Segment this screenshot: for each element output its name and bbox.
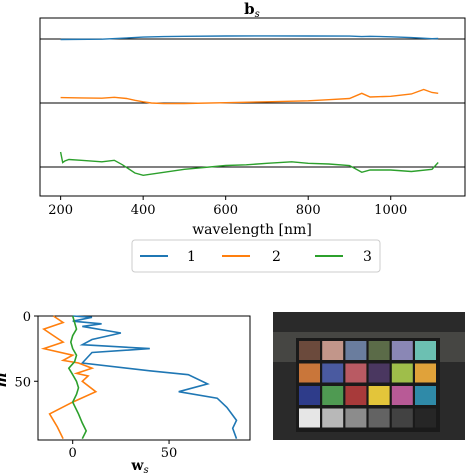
checker-patch (368, 386, 390, 405)
checker-patch (345, 408, 367, 428)
checker-patch (391, 363, 413, 383)
checker-patch (415, 386, 436, 405)
w-x-tick-label-50: 50 (161, 446, 178, 461)
spectrum-line-2 (60, 88, 439, 105)
spectra-title: bs (244, 0, 260, 20)
weights-series (40, 315, 238, 440)
checker-patches (299, 341, 436, 428)
checker-patch (368, 341, 390, 360)
spectra-series (59, 35, 439, 177)
checker-patch (322, 408, 344, 428)
spectra-x-ticks: 200 400 600 800 1000 (48, 196, 407, 218)
spectrum-line-1 (60, 35, 439, 41)
spectra-legend: 1 2 3 (131, 239, 381, 273)
spectrum-line-3 (59, 151, 439, 177)
x-tick-label-400: 400 (131, 203, 156, 218)
x-tick-label-1000: 1000 (374, 203, 407, 218)
weight-line-1 (72, 315, 238, 439)
checker-patch (299, 363, 320, 383)
checker-patch (299, 386, 320, 405)
x-tick-label-800: 800 (296, 203, 321, 218)
checker-patch (345, 363, 367, 383)
spectra-baselines (40, 38, 465, 168)
weight-line-3 (67, 315, 88, 440)
checker-patch (368, 408, 390, 428)
x-tick-label-600: 600 (213, 203, 238, 218)
w-y-tick-label-0: 0 (23, 310, 31, 325)
checker-patch (391, 341, 413, 360)
weight-line-2 (40, 315, 98, 440)
w-x-tick-label-0: 0 (69, 446, 77, 461)
checker-patch (322, 341, 344, 360)
weights-chart: 0 50 0 50 ws m (0, 310, 251, 476)
x-tick-label-200: 200 (48, 203, 73, 218)
spectra-x-axis-label: wavelength [nm] (192, 222, 312, 238)
legend-label-2: 2 (272, 249, 281, 265)
checker-patch (345, 341, 367, 360)
weights-x-axis-label: ws (130, 458, 148, 476)
weights-ticks: 0 50 0 50 (14, 310, 177, 461)
checker-patch (391, 386, 413, 405)
checker-patch (368, 363, 390, 383)
checker-patch (299, 408, 320, 428)
legend-box (131, 239, 381, 273)
checker-patch (415, 363, 436, 383)
spectra-plot-frame (39, 17, 466, 197)
spectra-chart: 200 400 600 800 1000 bs wavelength [nm] (39, 0, 466, 238)
weights-y-axis-label: m (0, 373, 10, 388)
legend-label-1: 1 (187, 249, 196, 265)
checker-patch (322, 386, 344, 405)
checker-patch (322, 363, 344, 383)
color-checker-photo (273, 312, 465, 440)
checker-patch (345, 386, 367, 405)
checker-patch (415, 341, 436, 360)
checker-patch (415, 408, 436, 428)
legend-label-3: 3 (363, 249, 372, 265)
w-y-tick-label-50: 50 (14, 375, 31, 390)
checker-patch (299, 341, 320, 360)
checker-patch (391, 408, 413, 428)
weights-plot-frame (37, 315, 251, 441)
